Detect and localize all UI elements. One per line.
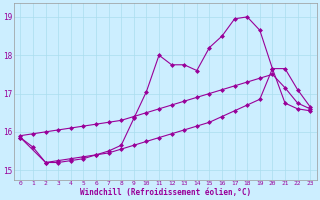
X-axis label: Windchill (Refroidissement éolien,°C): Windchill (Refroidissement éolien,°C) <box>80 188 251 197</box>
